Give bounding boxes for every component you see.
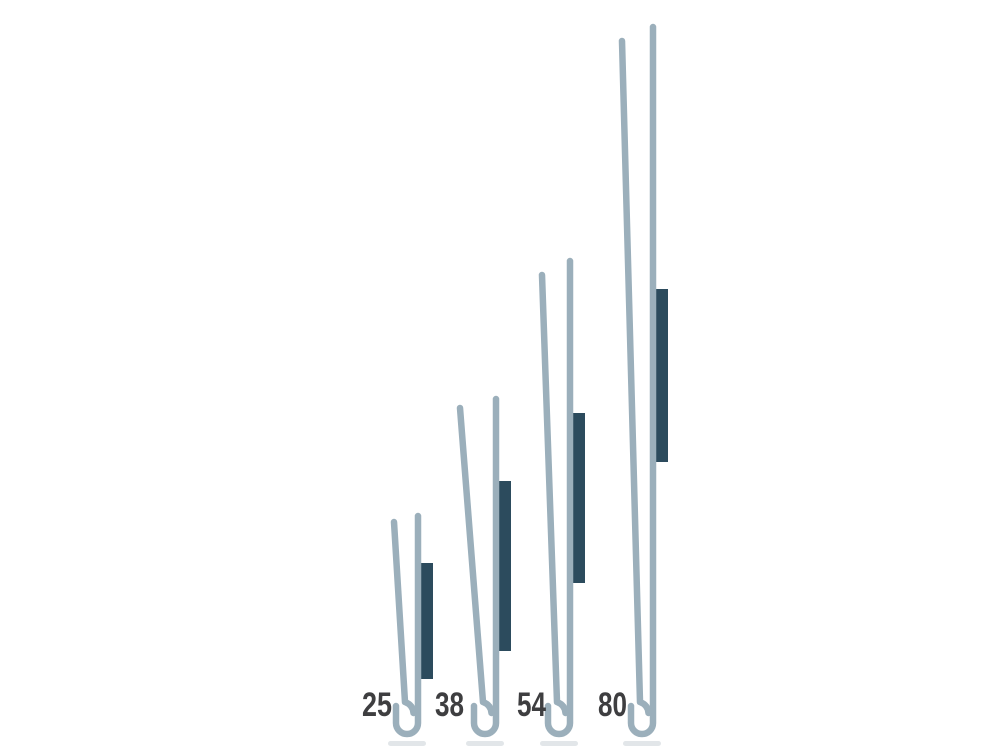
profile-main-outline	[470, 395, 500, 738]
hook-shadow	[388, 741, 426, 746]
hook-shadow	[623, 741, 661, 746]
size-label: 54	[517, 686, 546, 724]
clip-bar	[420, 563, 433, 679]
size-label: 25	[362, 686, 392, 724]
size-label: 38	[435, 686, 464, 724]
profile-front-outline	[456, 404, 495, 717]
hook-shadow	[540, 741, 578, 746]
size-label: 80	[598, 686, 627, 724]
clip-bar	[655, 289, 668, 462]
profile-front-outline	[618, 37, 652, 717]
profile-front-outline	[538, 271, 569, 717]
profile-main-outline	[627, 23, 657, 738]
profile-main-outline	[392, 512, 422, 738]
clip-bar	[498, 481, 511, 651]
profile-main-outline	[544, 257, 574, 738]
clip-bar	[572, 413, 585, 583]
profile-front-outline	[390, 518, 417, 717]
hook-shadow	[466, 741, 504, 746]
